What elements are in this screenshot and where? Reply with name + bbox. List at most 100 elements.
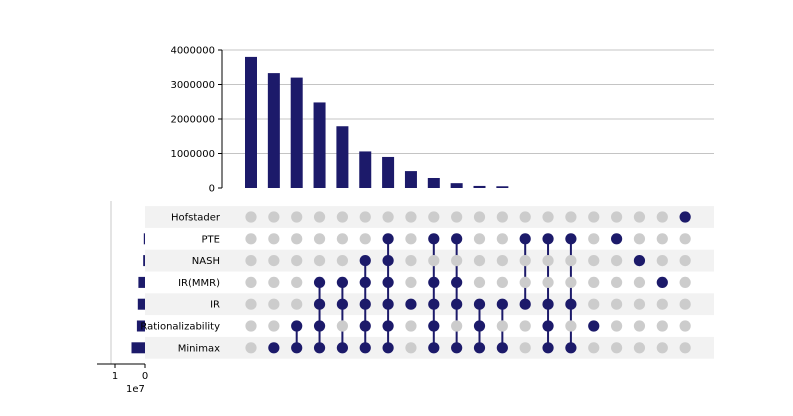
membership-dot-inactive	[291, 233, 303, 245]
membership-matrix	[245, 211, 691, 354]
intersection-bar	[450, 183, 463, 188]
membership-dot-inactive	[428, 211, 440, 223]
membership-dot-active	[359, 276, 371, 288]
membership-dot-active	[405, 298, 417, 310]
membership-dot-inactive	[679, 320, 691, 332]
membership-dot-active	[336, 276, 348, 288]
membership-dot-inactive	[542, 276, 554, 288]
membership-dot-inactive	[245, 276, 257, 288]
membership-dot-inactive	[496, 233, 508, 245]
membership-dot-inactive	[405, 255, 417, 267]
membership-dot-inactive	[679, 298, 691, 310]
set-size-bar-ir-mmr	[138, 276, 145, 288]
membership-dot-active	[565, 298, 577, 310]
membership-dot-inactive	[633, 342, 646, 354]
set-size-tick-label: 0	[142, 371, 148, 382]
membership-dot-inactive	[565, 255, 577, 267]
membership-dot-inactive	[291, 298, 303, 310]
membership-dot-inactive	[268, 320, 280, 332]
set-size-bar-rationalizability	[136, 320, 145, 332]
membership-dot-inactive	[633, 320, 646, 332]
intersection-bar	[267, 73, 280, 188]
membership-dot-active	[359, 342, 371, 354]
membership-dot-active	[336, 298, 348, 310]
membership-dot-active	[496, 342, 508, 354]
y-tick-label: 2000000	[170, 115, 215, 126]
y-tick-label: 0	[209, 184, 215, 195]
membership-dot-active	[451, 298, 463, 310]
membership-dot-inactive	[245, 255, 257, 267]
membership-dot-active	[428, 233, 440, 245]
membership-dot-inactive	[405, 211, 417, 223]
membership-dot-inactive	[611, 211, 623, 223]
membership-dot-active	[428, 320, 440, 332]
membership-dot-inactive	[588, 211, 600, 223]
intersection-gridlines	[222, 49, 714, 154]
membership-dot-inactive	[496, 276, 508, 288]
membership-dot-inactive	[679, 276, 691, 288]
membership-dot-inactive	[496, 255, 508, 267]
membership-dot-inactive	[245, 233, 257, 245]
y-tick-label: 3000000	[170, 80, 215, 91]
membership-dot-active	[451, 342, 463, 354]
membership-dot-active	[336, 342, 348, 354]
membership-dot-active	[382, 342, 394, 354]
membership-dot-inactive	[679, 233, 691, 245]
set-size-offset-label: 1e7	[126, 384, 145, 395]
membership-dot-inactive	[473, 211, 486, 223]
membership-dot-inactive	[519, 320, 531, 332]
membership-dot-inactive	[451, 255, 463, 267]
membership-dot-active	[313, 298, 326, 310]
membership-dot-inactive	[611, 276, 623, 288]
membership-dot-inactive	[611, 320, 623, 332]
intersection-bar	[496, 186, 509, 188]
set-size-bar-nash	[143, 255, 145, 267]
membership-dot-active	[679, 211, 691, 223]
membership-dot-active	[382, 255, 394, 267]
membership-dot-active	[428, 342, 440, 354]
set-label-minimax: Minimax	[178, 343, 220, 354]
set-size-bar-pte	[143, 233, 145, 245]
membership-dot-active	[519, 233, 531, 245]
membership-dot-active	[588, 320, 600, 332]
membership-dot-inactive	[268, 276, 280, 288]
membership-dot-inactive	[496, 211, 508, 223]
membership-dot-active	[382, 320, 394, 332]
set-label-ir: IR	[210, 300, 220, 311]
membership-dot-inactive	[336, 211, 348, 223]
membership-dot-inactive	[519, 342, 531, 354]
intersection-bar	[290, 77, 303, 188]
membership-dot-active	[473, 320, 486, 332]
membership-dot-inactive	[313, 255, 326, 267]
membership-dot-inactive	[588, 233, 600, 245]
membership-dot-inactive	[633, 233, 646, 245]
set-label-rationalizability: Rationalizability	[140, 322, 220, 333]
membership-dot-active	[633, 255, 646, 267]
membership-dot-inactive	[245, 342, 257, 354]
membership-dot-inactive	[611, 255, 623, 267]
set-label-ir-mmr: IR(MMR)	[178, 278, 220, 289]
membership-dot-active	[519, 298, 531, 310]
membership-dot-active	[382, 298, 394, 310]
set-label-nash: NASH	[192, 256, 220, 267]
set-size-axis: 1 0 1e7	[97, 201, 148, 395]
membership-dot-active	[382, 276, 394, 288]
intersection-bar	[382, 156, 395, 188]
membership-dot-inactive	[268, 298, 280, 310]
set-labels: Hofstader PTE NASH IR(MMR) IR Rationalizabili…	[140, 213, 220, 355]
membership-dot-active	[359, 320, 371, 332]
membership-dot-active	[565, 342, 577, 354]
intersection-bar	[427, 177, 440, 188]
membership-dot-inactive	[291, 276, 303, 288]
membership-dot-inactive	[519, 255, 531, 267]
membership-dot-active	[428, 276, 440, 288]
membership-dot-inactive	[245, 298, 257, 310]
y-tick-label: 1000000	[170, 149, 215, 160]
membership-dot-inactive	[405, 233, 417, 245]
membership-dot-inactive	[656, 342, 668, 354]
membership-dot-inactive	[656, 298, 668, 310]
membership-dot-active	[428, 298, 440, 310]
membership-dot-active	[451, 276, 463, 288]
membership-dot-active	[542, 233, 554, 245]
